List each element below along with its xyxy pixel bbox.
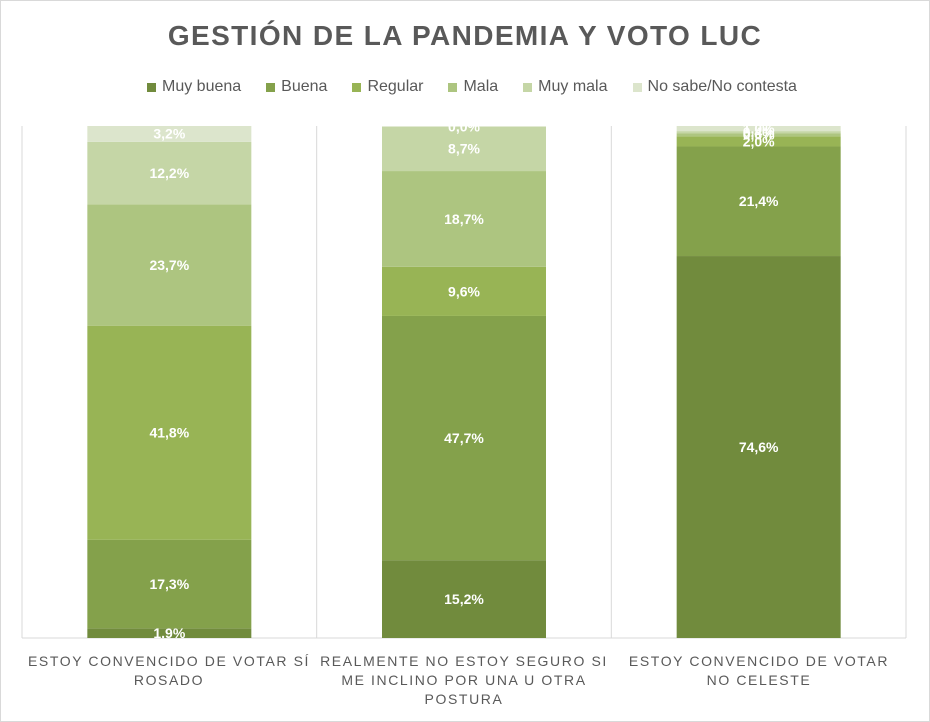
category-label-2: REALMENTE NO ESTOY SEGURO SI ME INCLINO … [320,653,608,707]
category-label-3: ESTOY CONVENCIDO DE VOTAR NO CELESTE [628,653,890,688]
bar-segments [87,126,841,638]
data-label-regular-1: 41,8% [149,425,189,441]
bar-buena-1 [87,539,252,629]
data-label-muy-mala-3: 0,4% [743,124,775,140]
legend-item-regular: Regular [352,77,423,97]
bar-muy-mala-1 [87,141,252,205]
legend-label: No sabe/No contesta [647,78,797,95]
data-label-muy-buena-3: 74,6% [739,439,779,455]
bar-muy-buena-3 [676,256,841,638]
legend-label: Regular [367,78,424,95]
data-label-buena-1: 17,3% [149,576,189,592]
data-label-no-sabe-no-contesta-1: 3,2% [153,126,185,142]
data-label-buena-3: 21,4% [739,193,779,209]
chart-title: GESTIÓN DE LA PANDEMIA Y VOTO LUC [167,20,763,51]
bar-muy-mala-3 [676,131,841,134]
legend-marker-regular [352,82,362,92]
data-label-mala-2: 18,7% [444,211,484,227]
bar-no-sabe-no-contesta-3 [676,126,841,132]
legend-marker-mala [448,82,458,92]
bar-muy-buena-1 [87,628,252,638]
bar-no-sabe-no-contesta-1 [87,126,252,142]
legend-item-buena: Buena [266,77,327,97]
legend-label: Mala [463,78,499,95]
legend: Muy buena Buena Regular Mala Muy mala No… [147,77,797,97]
legend-marker-muy-buena [147,82,156,92]
legend-label: Muy mala [538,78,608,95]
data-label-regular-2: 9,6% [448,283,480,299]
data-label-buena-2: 47,7% [444,430,484,446]
bar-mala-1 [87,204,252,326]
data-label-muy-buena-1: 1,9% [153,625,185,641]
data-label-muy-buena-2: 15,2% [444,591,484,607]
data-label-muy-mala-1: 12,2% [149,165,189,181]
bar-regular-3 [676,136,841,147]
category-label-1: ESTOY CONVENCIDO DE VOTAR SÍ ROSADO [27,653,311,688]
legend-marker-no-sabe-no-contesta [632,82,642,92]
bar-regular-2 [382,266,546,316]
data-label-regular-3: 2,0% [743,133,775,149]
legend-marker-muy-mala [523,82,533,92]
bar-buena-3 [676,146,841,257]
data-label-mala-3: 0,6% [743,127,775,143]
data-labels: 1,9% 17,3% 41,8% 23,7% 12,2% 3,2% 15,2% 47,7% 9,… [149,118,779,641]
bar-mala-2 [382,171,546,267]
legend-item-muy-mala: Muy mala [523,77,608,97]
bar-buena-2 [382,315,546,561]
legend-item-no-sabe-no-contesta: No sabe/No contesta [632,77,797,97]
data-label-muy-mala-2: 8,7% [448,141,480,157]
legend-label: Buena [281,78,328,95]
bar-muy-buena-2 [382,560,546,638]
data-label-no-sabe-no-contesta-3: 1,0% [743,120,775,136]
legend-item-mala: Mala [448,77,498,97]
bar-mala-3 [676,133,841,137]
bar-muy-mala-2 [382,126,546,172]
data-label-no-sabe-no-contesta-2: 0,0% [448,118,480,134]
legend-marker-buena [266,82,276,92]
legend-label: Muy buena [162,78,242,95]
legend-item-muy-buena: Muy buena [147,77,241,97]
bar-regular-1 [87,325,252,540]
data-label-mala-1: 23,7% [149,257,189,273]
